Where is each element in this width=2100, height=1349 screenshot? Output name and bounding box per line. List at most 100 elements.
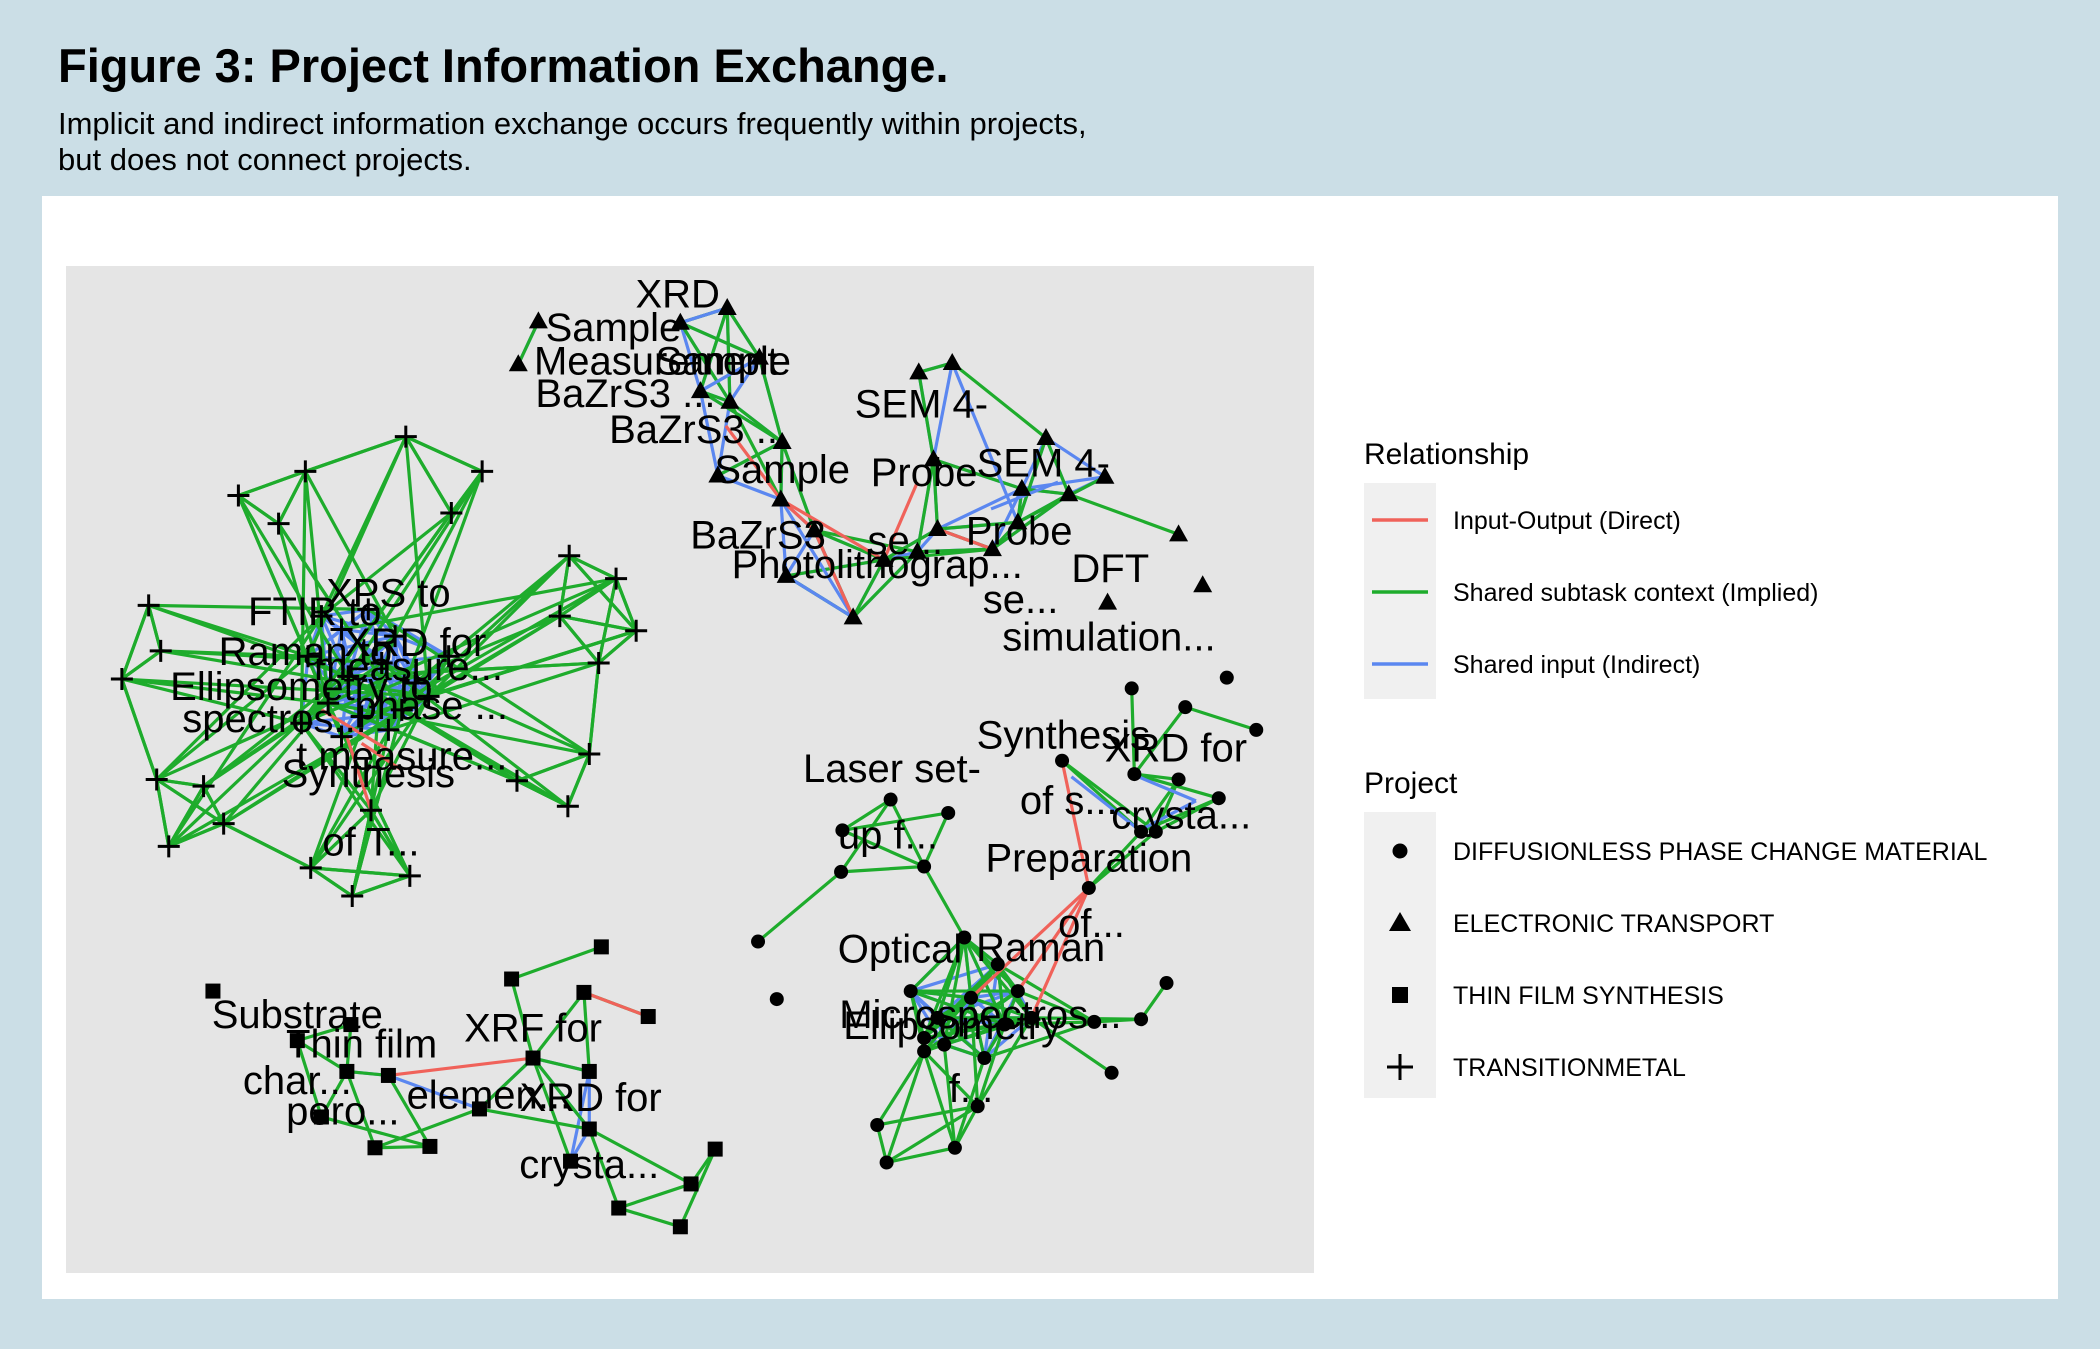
network-edge <box>915 459 936 553</box>
network-edge <box>374 1144 430 1150</box>
plus-node <box>110 668 133 691</box>
network-edge <box>883 527 939 562</box>
network-edge <box>1068 492 1180 536</box>
network-edge <box>597 629 638 665</box>
legend-project-title: Project <box>1364 767 1458 800</box>
triangle-node <box>907 541 927 559</box>
network-edge <box>699 356 761 393</box>
network-edge <box>511 945 602 981</box>
legend-relationship-title: Relationship <box>1364 438 1529 471</box>
triangle-node <box>942 352 962 370</box>
plus-node <box>505 769 528 792</box>
square-node <box>640 1009 656 1025</box>
circle-node <box>957 930 972 945</box>
network-edge <box>937 520 1018 531</box>
network-edge <box>678 322 702 392</box>
node-label: DFT <box>1071 547 1149 591</box>
plus-node <box>145 768 168 791</box>
square-node <box>313 1109 329 1125</box>
circle-node <box>917 859 932 874</box>
network-edge <box>1094 1017 1142 1024</box>
node-label: measure... <box>314 645 503 689</box>
circle-node <box>1081 880 1096 895</box>
network-edge <box>931 362 954 460</box>
plus-node <box>341 884 364 907</box>
node-label: simulation... <box>1002 616 1215 660</box>
network-edge <box>516 752 590 783</box>
triangle-node <box>804 520 824 538</box>
circle-node <box>1127 767 1142 782</box>
square-node <box>563 1153 579 1169</box>
triangle-node <box>1036 427 1056 445</box>
network-edge <box>306 435 408 657</box>
network-edge <box>1155 796 1220 834</box>
network-edge <box>839 798 892 873</box>
network-edge <box>951 361 1047 440</box>
network-edge <box>779 499 788 577</box>
plus-node <box>404 672 427 695</box>
subtitle-line-2: but does not connect projects. <box>58 142 472 177</box>
network-edge <box>1044 437 1071 495</box>
plus-node <box>330 725 353 748</box>
square-node <box>367 1140 383 1156</box>
network-edge <box>167 675 350 848</box>
node-label: Sample <box>714 448 850 492</box>
plus-node <box>350 705 373 728</box>
circle-node <box>917 1044 932 1059</box>
network-edge <box>296 1023 352 1043</box>
network-edge <box>885 1050 926 1164</box>
legend-circle-icon <box>1392 843 1408 859</box>
network-edge <box>618 1206 681 1229</box>
network-edge <box>558 555 571 617</box>
triangle-node <box>670 312 690 330</box>
network-edge <box>1138 799 1197 832</box>
network-edge <box>717 473 782 502</box>
network-edge <box>976 1024 1006 1107</box>
network-edge <box>1139 982 1168 1021</box>
network-edge <box>320 511 453 618</box>
network-edge <box>813 528 918 554</box>
network-edge <box>387 1073 481 1111</box>
node-label: Thin film <box>286 1023 437 1067</box>
node-label: Optical <box>838 928 963 972</box>
network-edge <box>478 1056 535 1111</box>
circle-node <box>1010 984 1025 999</box>
network-edge <box>785 558 885 578</box>
node-label: Ellipsometry <box>843 1004 1061 1048</box>
node-label: char... <box>243 1059 352 1103</box>
network-edge <box>923 1016 1032 1040</box>
figure-title: Figure 3: Project Information Exchange. <box>58 39 949 92</box>
network-edge <box>784 529 816 577</box>
plus-node <box>377 718 400 741</box>
network-edge <box>350 809 373 897</box>
network-edge <box>582 992 591 1072</box>
circle-node <box>769 992 784 1007</box>
triangle-node <box>776 565 796 583</box>
network-edge <box>236 494 343 738</box>
network-edge <box>387 1074 432 1148</box>
triangle-node <box>982 539 1002 557</box>
square-node <box>205 983 221 999</box>
network-edge <box>367 608 591 756</box>
network-edge <box>698 390 720 476</box>
triangle-node <box>1098 592 1118 610</box>
network-edge <box>351 874 411 898</box>
network-edge <box>724 424 783 501</box>
square-node <box>593 939 609 955</box>
network-edge <box>404 436 431 697</box>
node-label: Sample <box>655 340 791 384</box>
network-edge <box>969 997 980 1107</box>
network-edge <box>840 864 925 874</box>
network-edge <box>943 1016 1032 1047</box>
plus-node <box>294 460 317 483</box>
network-edge <box>348 661 599 678</box>
plus-node <box>330 618 353 641</box>
node-label: phase ... <box>355 684 508 728</box>
circle-node <box>917 1030 932 1045</box>
plus-node <box>370 651 393 674</box>
network-edge <box>559 614 637 633</box>
network-edge <box>785 574 854 619</box>
node-label: Probe <box>966 510 1073 554</box>
triangle-node <box>1008 512 1028 530</box>
